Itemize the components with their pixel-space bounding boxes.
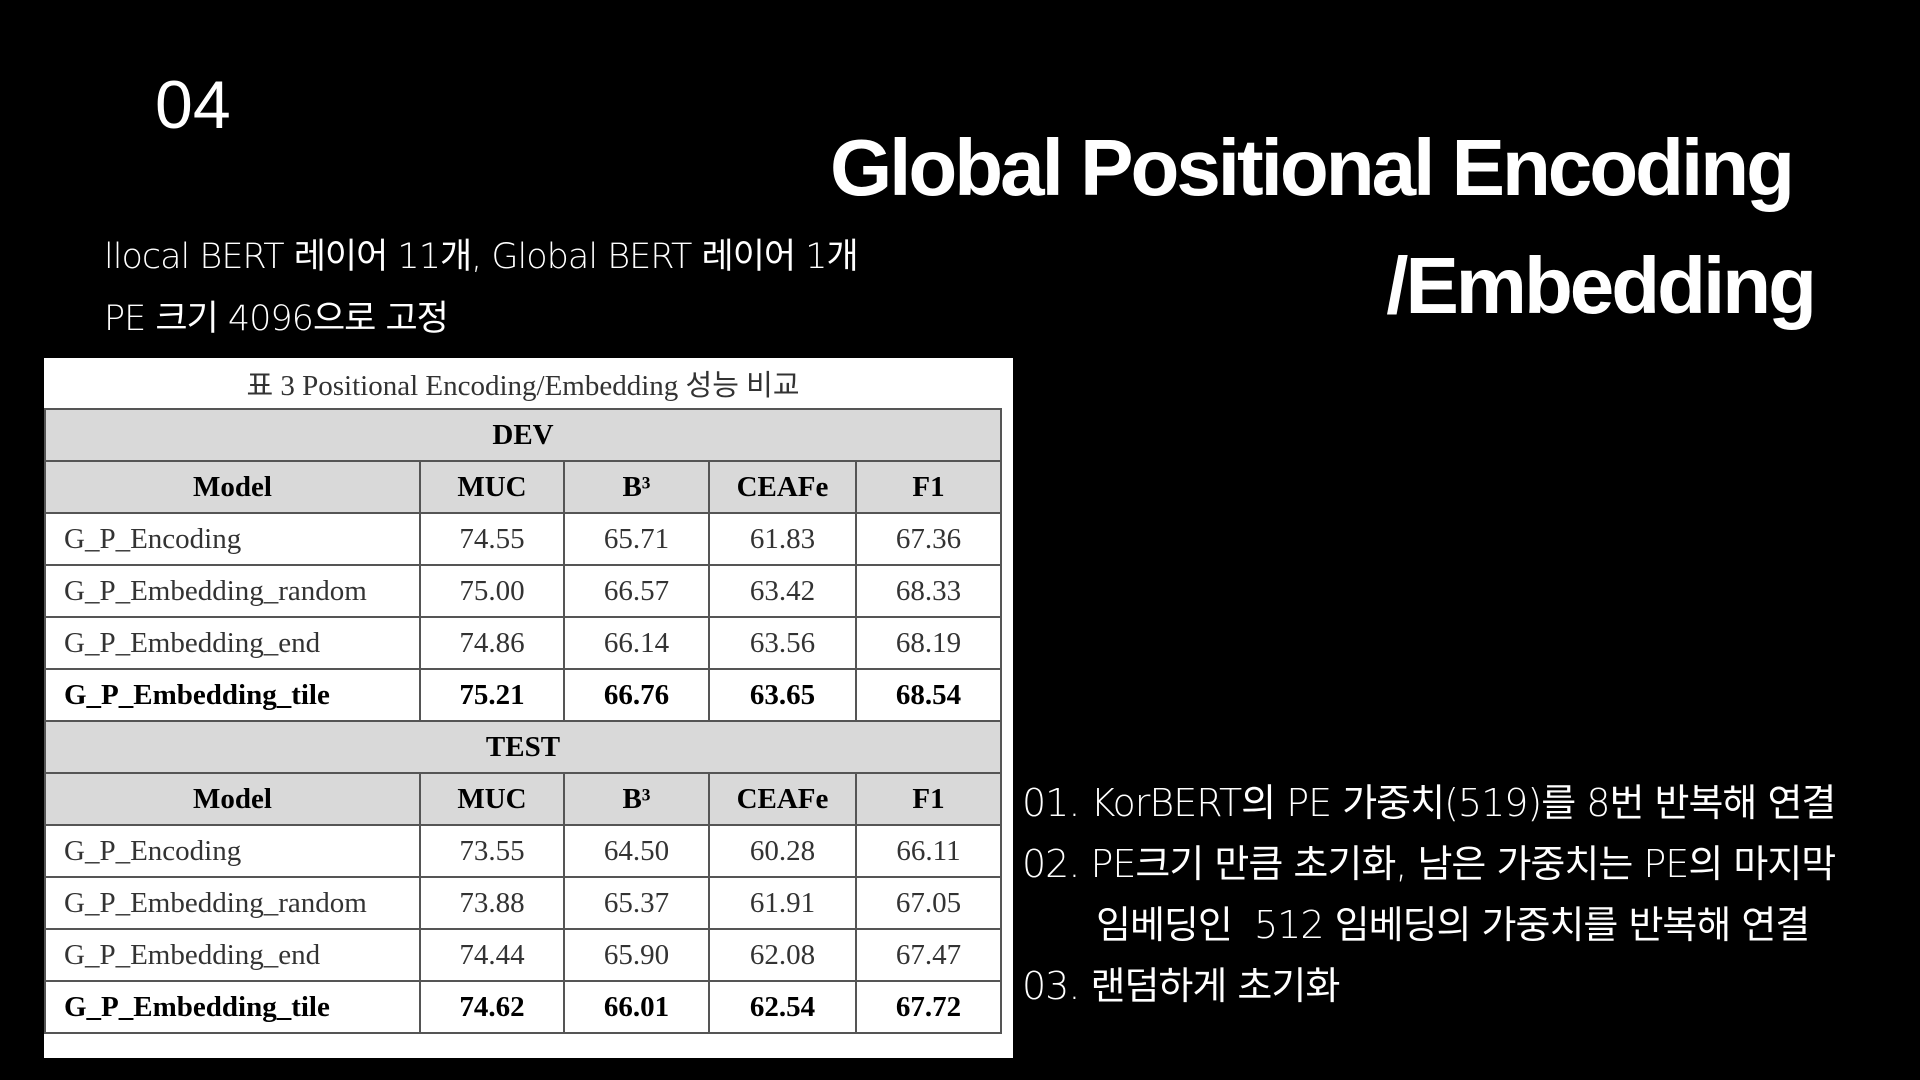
section-name: TEST	[44, 720, 1002, 774]
score: 73.88	[419, 876, 565, 930]
score: 67.72	[855, 980, 1002, 1034]
column-header: MUC	[419, 772, 565, 826]
column-header: B³	[563, 772, 710, 826]
score: 66.76	[563, 668, 710, 722]
column-header: Model	[44, 460, 421, 514]
score: 74.55	[419, 512, 565, 566]
slide-title: Global Positional Encoding	[829, 123, 1795, 212]
slide-title: /Embedding	[1386, 241, 1817, 330]
model-name: G_P_Embedding_random	[44, 564, 421, 618]
caption-row: 표 3 Positional Encoding/Embedding 성능 비교	[45, 358, 1001, 410]
note: PE 크기 4096으로 고정	[104, 299, 449, 339]
column-header: B³	[563, 460, 710, 514]
score: 62.08	[708, 928, 857, 982]
score: 68.54	[855, 668, 1002, 722]
score: 68.19	[855, 616, 1002, 670]
column-header: CEAFe	[708, 772, 857, 826]
method-item: 03. 랜덤하게 초기화	[1022, 964, 1340, 1008]
data-row: G_P_Embedding_tile 75.21 66.76 63.65 68.54	[44, 668, 1002, 722]
score: 75.21	[419, 668, 565, 722]
score: 74.62	[419, 980, 565, 1034]
header-row: Model MUC B³ CEAFe F1	[44, 460, 1002, 514]
score: 68.33	[855, 564, 1002, 618]
model-name: G_P_Embedding_random	[44, 876, 421, 930]
data-row: G_P_Embedding_end 74.86 66.14 63.56 68.19	[44, 616, 1002, 670]
score: 75.00	[419, 564, 565, 618]
score: 66.11	[855, 824, 1002, 878]
section-number: 04	[155, 67, 231, 143]
score: 73.55	[419, 824, 565, 878]
column-header: Model	[44, 772, 421, 826]
score: 63.56	[708, 616, 857, 670]
section-name: DEV	[44, 408, 1002, 462]
model-name: G_P_Encoding	[44, 512, 421, 566]
model-name: G_P_Embedding_end	[44, 928, 421, 982]
table-image: 표 3 Positional Encoding/Embedding 성능 비교 D…	[44, 358, 1013, 1058]
results-table: 표 3 Positional Encoding/Embedding 성능 비교 D…	[44, 358, 1002, 1034]
data-row: G_P_Embedding_end 74.44 65.90 62.08 67.47	[44, 928, 1002, 982]
section-row: DEV	[44, 408, 1002, 462]
data-row: G_P_Encoding 73.55 64.50 60.28 66.11	[44, 824, 1002, 878]
score: 74.44	[419, 928, 565, 982]
score: 64.50	[563, 824, 710, 878]
column-header: F1	[855, 460, 1002, 514]
column-header: F1	[855, 772, 1002, 826]
score: 61.83	[708, 512, 857, 566]
data-row: G_P_Embedding_random 73.88 65.37 61.91 67.05	[44, 876, 1002, 930]
data-row: G_P_Encoding 74.55 65.71 61.83 67.36	[44, 512, 1002, 566]
model-name: G_P_Embedding_end	[44, 616, 421, 670]
model-name: G_P_Embedding_tile	[44, 980, 421, 1034]
data-row: G_P_Embedding_tile 74.62 66.01 62.54 67.72	[44, 980, 1002, 1034]
score: 63.65	[708, 668, 857, 722]
score: 60.28	[708, 824, 857, 878]
table-caption: 표 3 Positional Encoding/Embedding 성능 비교	[45, 358, 1001, 410]
method-item: 임베딩인 512 임베딩의 가중치를 반복해 연결	[1096, 903, 1810, 947]
score: 66.57	[563, 564, 710, 618]
header-row: Model MUC B³ CEAFe F1	[44, 772, 1002, 826]
score: 65.71	[563, 512, 710, 566]
method-item: 02. PE크기 만큼 초기화, 남은 가중치는 PE의 마지막	[1022, 842, 1836, 886]
score: 65.37	[563, 876, 710, 930]
score: 65.90	[563, 928, 710, 982]
section-row: TEST	[44, 720, 1002, 774]
score: 67.05	[855, 876, 1002, 930]
score: 67.36	[855, 512, 1002, 566]
score: 74.86	[419, 616, 565, 670]
score: 62.54	[708, 980, 857, 1034]
score: 67.47	[855, 928, 1002, 982]
data-row: G_P_Embedding_random 75.00 66.57 63.42 68.33	[44, 564, 1002, 618]
model-name: G_P_Encoding	[44, 824, 421, 878]
column-header: MUC	[419, 460, 565, 514]
method-item: 01. KorBERT의 PE 가중치(519)를 8번 반복해 연결	[1022, 781, 1836, 825]
score: 66.14	[563, 616, 710, 670]
score: 61.91	[708, 876, 857, 930]
score: 66.01	[563, 980, 710, 1034]
column-header: CEAFe	[708, 460, 857, 514]
model-name: G_P_Embedding_tile	[44, 668, 421, 722]
note: llocal BERT 레이어 11개, Global BERT 레이어 1개	[104, 237, 859, 277]
score: 63.42	[708, 564, 857, 618]
